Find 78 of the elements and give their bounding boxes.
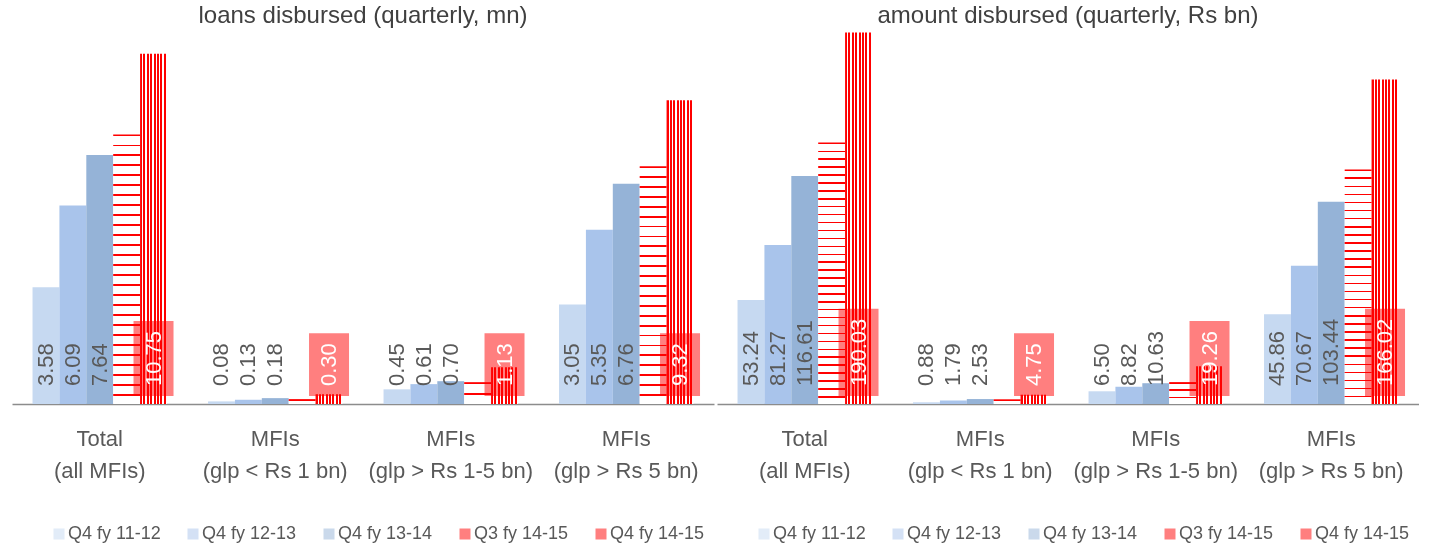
data-label: 81.27: [764, 330, 790, 386]
data-label: 7.64: [86, 343, 112, 386]
data-label: 8.82: [1115, 343, 1141, 386]
bar: [1115, 386, 1143, 404]
x-tick-label: MFIs (glp < Rs 1 bn): [907, 425, 1053, 483]
data-label: 103.44: [1318, 318, 1344, 386]
data-label: 6.76: [613, 343, 639, 386]
legend-label: Q4 fy 14-15: [1315, 523, 1410, 543]
legend-label: Q4 fy 11-12: [68, 523, 161, 543]
legend-label: Q4 fy 14-15: [610, 523, 705, 543]
bar: [1290, 265, 1318, 404]
legend-label: Q3 fy 14-15: [1179, 523, 1274, 543]
data-label: 166.02: [1372, 318, 1398, 386]
data-label: 0.18: [262, 343, 288, 386]
data-label: 0.08: [208, 343, 234, 386]
bar: [1020, 394, 1048, 404]
data-label: 0.30: [316, 343, 342, 386]
bar: [585, 229, 613, 404]
bar: [261, 398, 289, 404]
bar: [791, 176, 819, 404]
data-label: 45.86: [1264, 330, 1290, 386]
bar: [639, 166, 667, 404]
bar: [993, 399, 1021, 404]
x-tick-label: MFIs (glp > Rs 5 bn): [1258, 425, 1404, 483]
bar: [764, 245, 792, 404]
bar: [612, 183, 640, 404]
bar: [59, 205, 87, 404]
data-label: 3.58: [32, 343, 58, 386]
legend-label: Q4 fy 11-12: [773, 523, 866, 543]
data-label: 10.75: [140, 330, 166, 386]
bar: [208, 401, 235, 404]
bar: [315, 394, 343, 404]
data-label: 0.61: [410, 343, 436, 386]
bar: [818, 142, 846, 404]
chart-title: amount disbursed (quarterly, Rs bn): [877, 1, 1259, 28]
legend-label: Q4 fy 13-14: [338, 523, 433, 543]
x-tick-label: MFIs (glp > Rs 5 bn): [553, 425, 699, 483]
data-label: 10.63: [1142, 330, 1168, 386]
legend-label: Q3 fy 14-15: [474, 523, 569, 543]
bar: [1169, 382, 1197, 404]
data-label: 1.13: [491, 343, 517, 386]
bar: [410, 384, 438, 404]
bar: [288, 399, 316, 404]
data-label: 1.79: [940, 343, 966, 386]
bar: [1088, 391, 1116, 404]
data-label: 0.13: [235, 343, 261, 386]
bar: [1317, 201, 1345, 404]
x-tick-label: Total (all MFIs): [53, 425, 146, 483]
data-label: 0.88: [913, 343, 939, 386]
bar: [1142, 383, 1170, 404]
data-label: 6.50: [1088, 343, 1114, 386]
data-label: 116.61: [791, 320, 817, 386]
data-label: 0.45: [383, 343, 409, 386]
bar: [1344, 169, 1372, 404]
data-label: 190.03: [845, 318, 871, 386]
data-label: 6.09: [59, 343, 85, 386]
data-label: 5.35: [586, 343, 612, 386]
x-tick-label: MFIs (glp > Rs 1-5 bn): [1073, 425, 1238, 483]
data-label: 3.05: [559, 343, 585, 386]
x-tick-label: Total (all MFIs): [758, 425, 851, 483]
data-label: 70.67: [1291, 330, 1317, 386]
legend-label: Q4 fy 13-14: [1043, 523, 1138, 543]
data-label: 0.70: [437, 343, 463, 386]
bar: [113, 134, 141, 404]
legend-label: Q4 fy 12-13: [907, 523, 1002, 543]
data-label: 4.75: [1021, 343, 1047, 386]
data-label: 19.26: [1196, 330, 1222, 386]
legend-label: Q4 fy 12-13: [202, 523, 297, 543]
data-label: 9.32: [667, 343, 693, 386]
x-tick-label: MFIs (glp > Rs 1-5 bn): [368, 425, 533, 483]
bar: [86, 155, 114, 404]
bar: [234, 399, 262, 404]
bar: [966, 399, 994, 404]
chart-title: loans disbursed (quarterly, mn): [198, 1, 528, 28]
x-tick-label: MFIs (glp < Rs 1 bn): [202, 425, 348, 483]
bar: [383, 389, 411, 404]
data-label: 53.24: [737, 330, 763, 386]
data-label: 2.53: [967, 343, 993, 386]
